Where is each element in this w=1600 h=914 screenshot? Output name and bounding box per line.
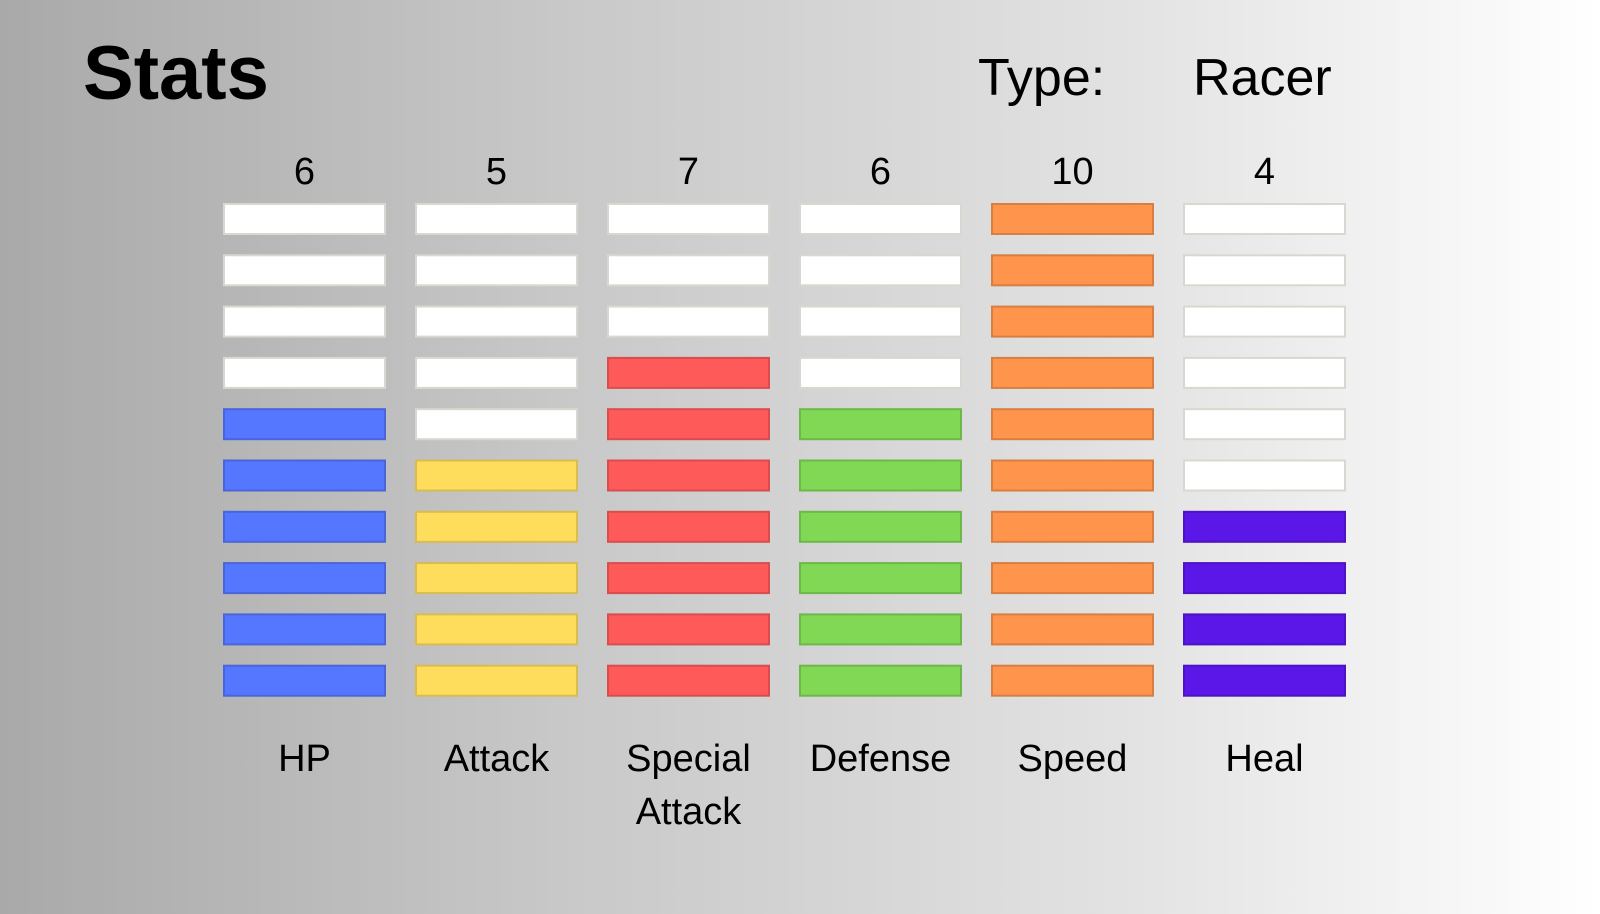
stat-segment-filled bbox=[607, 562, 770, 595]
stat-column: 7 Special Attack bbox=[607, 151, 770, 833]
stat-segment-filled bbox=[223, 459, 386, 492]
stat-segment-empty bbox=[607, 305, 770, 338]
stat-segment-empty bbox=[799, 305, 962, 338]
stat-segment-filled bbox=[415, 664, 578, 697]
stat-column: 6 Defense bbox=[799, 151, 962, 780]
stat-segment-filled bbox=[607, 510, 770, 543]
stat-segment-filled bbox=[991, 510, 1154, 543]
stat-segment-empty bbox=[415, 305, 578, 338]
stat-segment-empty bbox=[223, 203, 386, 235]
stat-segment-empty bbox=[415, 356, 578, 389]
stat-segment-filled bbox=[991, 356, 1154, 389]
type-value: Racer bbox=[1193, 49, 1332, 107]
stat-segment-filled bbox=[991, 613, 1154, 646]
stat-segment-empty bbox=[415, 203, 578, 235]
stat-segment-filled bbox=[991, 305, 1154, 338]
stat-category-label: Special bbox=[626, 738, 751, 780]
stat-category-label: Heal bbox=[1225, 738, 1303, 780]
stat-segment-filled bbox=[991, 254, 1154, 287]
stat-segment-filled bbox=[415, 510, 578, 543]
stat-segment-empty bbox=[799, 254, 962, 287]
stat-segment-filled bbox=[799, 510, 962, 543]
stat-category-label: Attack bbox=[444, 738, 551, 780]
stat-segment-empty bbox=[799, 356, 962, 389]
stat-column: 4 Heal bbox=[1183, 151, 1346, 780]
stat-segment-empty bbox=[415, 408, 578, 441]
stat-segment-empty bbox=[223, 254, 386, 287]
stat-segment-filled bbox=[799, 664, 962, 697]
stat-segment-filled bbox=[991, 459, 1154, 492]
stat-value-label: 4 bbox=[1254, 151, 1275, 193]
stat-segment-filled bbox=[223, 613, 386, 646]
stat-segment-empty bbox=[1183, 356, 1346, 389]
stat-segment-empty bbox=[415, 254, 578, 287]
stat-segment-empty bbox=[223, 356, 386, 389]
stat-segment-empty bbox=[223, 305, 386, 338]
stat-segment-filled bbox=[799, 562, 962, 595]
type-label: Type: bbox=[978, 49, 1106, 107]
stat-segment-filled bbox=[799, 459, 962, 492]
stat-segment-filled bbox=[607, 356, 770, 389]
stat-segment-filled bbox=[799, 408, 962, 441]
stat-segment-filled bbox=[607, 664, 770, 697]
stat-value-label: 5 bbox=[486, 151, 507, 193]
stat-segment-filled bbox=[415, 613, 578, 646]
stat-segment-empty bbox=[1183, 305, 1346, 338]
stat-segment-filled bbox=[991, 408, 1154, 441]
stat-segment-filled bbox=[1183, 510, 1346, 543]
stat-value-label: 6 bbox=[870, 151, 891, 193]
stat-segment-filled bbox=[1183, 562, 1346, 595]
stat-segment-empty bbox=[1183, 408, 1346, 441]
stat-segment-filled bbox=[1183, 664, 1346, 697]
stat-segment-filled bbox=[991, 664, 1154, 697]
stat-segment-empty bbox=[1183, 459, 1346, 492]
stat-segment-filled bbox=[991, 203, 1154, 235]
stat-segment-filled bbox=[607, 459, 770, 492]
stat-segment-filled bbox=[223, 408, 386, 441]
stat-segment-empty bbox=[1183, 254, 1346, 287]
stat-segment-filled bbox=[1183, 613, 1346, 646]
stat-segment-filled bbox=[991, 562, 1154, 595]
stat-segment-filled bbox=[415, 459, 578, 492]
stat-category-label: Speed bbox=[1018, 738, 1128, 780]
stat-category-label: HP bbox=[278, 738, 331, 780]
stat-segment-filled bbox=[223, 562, 386, 595]
stat-category-label: Defense bbox=[810, 738, 952, 780]
stat-segment-filled bbox=[607, 408, 770, 441]
stat-column: 6 HP bbox=[223, 151, 386, 780]
stat-value-label: 6 bbox=[294, 151, 315, 193]
stat-value-label: 10 bbox=[1051, 151, 1093, 193]
page-title: Stats bbox=[83, 31, 269, 116]
stat-segment-filled bbox=[607, 613, 770, 646]
stat-segment-empty bbox=[607, 203, 770, 235]
stat-column: 10 Speed bbox=[991, 151, 1154, 780]
stat-column: 5 Attack bbox=[415, 151, 578, 780]
stat-segment-empty bbox=[607, 254, 770, 287]
stat-segment-filled bbox=[223, 664, 386, 697]
stat-segment-filled bbox=[415, 562, 578, 595]
stat-segment-filled bbox=[799, 613, 962, 646]
stat-category-label: Attack bbox=[636, 791, 743, 833]
stat-segment-empty bbox=[799, 203, 962, 235]
stat-value-label: 7 bbox=[678, 151, 699, 193]
stat-segment-filled bbox=[223, 510, 386, 543]
stat-segment-empty bbox=[1183, 203, 1346, 235]
